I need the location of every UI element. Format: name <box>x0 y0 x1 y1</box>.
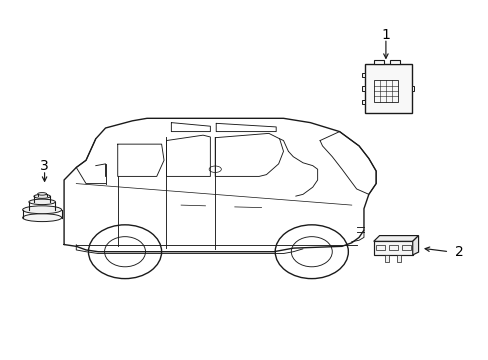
Bar <box>361 86 365 91</box>
Polygon shape <box>373 235 418 241</box>
Bar <box>365 64 411 113</box>
Bar <box>389 59 400 64</box>
Bar <box>388 244 397 250</box>
Bar <box>373 241 412 255</box>
Bar <box>396 255 400 262</box>
Bar <box>361 73 365 77</box>
Ellipse shape <box>22 206 61 214</box>
Bar <box>411 86 413 91</box>
Bar <box>373 59 384 64</box>
Bar <box>385 255 388 262</box>
Polygon shape <box>412 235 418 255</box>
Bar <box>361 100 365 104</box>
Text: 1: 1 <box>381 28 389 42</box>
Text: 2: 2 <box>454 245 463 259</box>
Bar <box>373 80 397 102</box>
Bar <box>375 244 384 250</box>
Ellipse shape <box>29 199 55 204</box>
Ellipse shape <box>38 193 46 195</box>
Text: 3: 3 <box>40 159 49 173</box>
Ellipse shape <box>22 214 61 222</box>
Ellipse shape <box>34 194 50 198</box>
Bar <box>401 244 410 250</box>
